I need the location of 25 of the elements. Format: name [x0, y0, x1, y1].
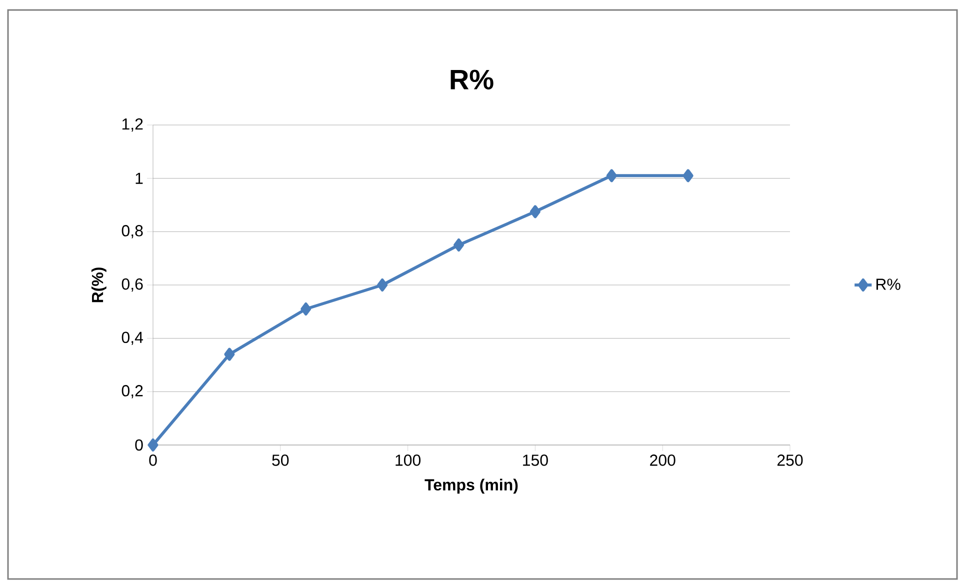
point [148, 438, 158, 452]
x-tick-label: 50 [272, 454, 289, 466]
y-axis-title: R(%) [91, 268, 106, 302]
y-tick-label: 0 [135, 439, 143, 451]
point [682, 169, 694, 182]
legend-label: R% [876, 278, 900, 290]
y-tick-label: 0,8 [122, 225, 143, 238]
x-tick-label: 200 [650, 454, 676, 466]
point [300, 302, 312, 316]
point [224, 348, 235, 361]
y-tick-label: 0,6 [122, 278, 143, 292]
point [377, 278, 388, 292]
x-axis-title: Temps (min) [424, 478, 518, 494]
x-tick-label: 0 [149, 454, 157, 466]
y-tick-label: 1,2 [122, 118, 143, 132]
point [454, 238, 464, 252]
x-tick-label: 150 [523, 454, 548, 466]
x-tick-label: 250 [777, 454, 803, 466]
point [606, 169, 617, 182]
chart-title: R% [450, 70, 494, 90]
y-tick-label: 0,2 [122, 385, 143, 398]
y-tick-label: 0,4 [122, 332, 143, 345]
x-tick-label: 100 [396, 454, 421, 466]
y-tick-label: 1 [136, 172, 143, 184]
point [530, 205, 540, 218]
